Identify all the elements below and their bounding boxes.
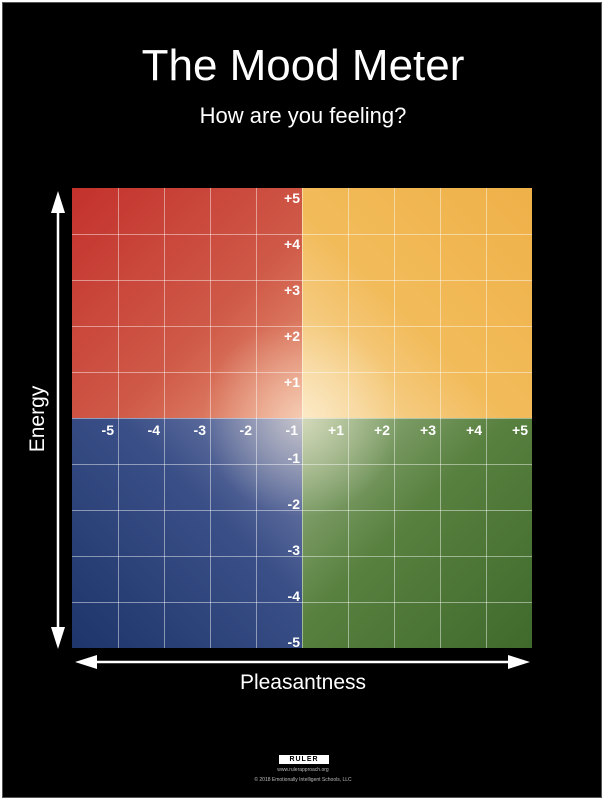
x-tick-label: -4 [147, 422, 160, 438]
x-tick-label: +1 [328, 422, 344, 438]
grid-line-horizontal [72, 234, 532, 235]
y-tick-label: +4 [284, 236, 300, 252]
grid-line-horizontal [72, 556, 532, 557]
y-tick-label: +5 [284, 190, 300, 206]
y-tick-label: +1 [284, 374, 300, 390]
footer-copyright: © 2018 Emotionally Intelligent Schools, … [254, 777, 352, 783]
y-tick-label: -4 [287, 588, 300, 604]
y-tick-label: -2 [287, 496, 300, 512]
x-tick-label: +3 [420, 422, 436, 438]
y-tick-label: -1 [287, 450, 300, 466]
grid-line-vertical [256, 188, 257, 648]
y-tick-label: -5 [287, 634, 300, 648]
x-tick-label: -5 [101, 422, 114, 438]
x-tick-label: -3 [193, 422, 206, 438]
x-tick-label: -1 [285, 422, 298, 438]
ruler-logo: RULER [279, 755, 329, 764]
grid-line-vertical [440, 188, 441, 648]
y-tick-label: +3 [284, 282, 300, 298]
y-axis-label: Energy [26, 385, 49, 453]
x-axis-label: Pleasantness [239, 671, 367, 694]
grid-line-vertical [118, 188, 119, 648]
page-title: The Mood Meter [141, 41, 465, 90]
grid-line-horizontal [72, 602, 532, 603]
mood-grid: -5 -4 -3 -2 -1 +1 +2 +3 +4 +5 +5 +4 +3 +2 +1 -1 -2 -3 -4 -5 [72, 188, 532, 648]
x-tick-label: +4 [466, 422, 482, 438]
page-subtitle: How are you feeling? [199, 103, 407, 128]
pleasantness-axis-arrow [75, 655, 530, 669]
grid-line-vertical [348, 188, 349, 648]
x-tick-label: +2 [374, 422, 390, 438]
grid-line-horizontal [72, 280, 532, 281]
grid-line-horizontal [72, 372, 532, 373]
y-tick-label: -3 [287, 542, 300, 558]
grid-line-vertical [394, 188, 395, 648]
grid-line-vertical [164, 188, 165, 648]
footer-url: www.rulerapproach.org [277, 767, 329, 773]
grid-line-horizontal [72, 510, 532, 511]
x-tick-label: -2 [239, 422, 252, 438]
grid-line-vertical [302, 188, 303, 648]
center-glow [202, 318, 402, 518]
grid-line-horizontal [72, 326, 532, 327]
x-tick-label: +5 [512, 422, 528, 438]
grid-line-horizontal [72, 464, 532, 465]
energy-axis-arrow [51, 191, 65, 649]
grid-line-vertical [210, 188, 211, 648]
grid-line-horizontal [72, 418, 532, 419]
y-tick-label: +2 [284, 328, 300, 344]
grid-line-vertical [486, 188, 487, 648]
